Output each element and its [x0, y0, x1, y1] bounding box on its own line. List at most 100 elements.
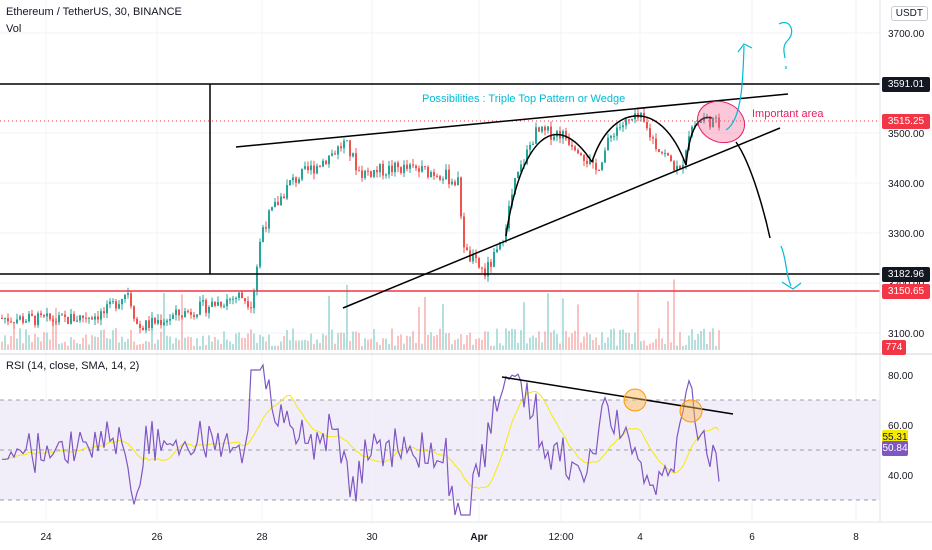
candle-body: [244, 298, 246, 302]
rsi-tag: 50.84: [882, 440, 908, 456]
volume-bar: [658, 328, 660, 350]
candle-body: [217, 301, 219, 306]
volume-bar: [286, 330, 288, 350]
volume-bar: [193, 345, 195, 350]
drawings[interactable]: [0, 22, 880, 423]
volume-bar: [121, 336, 123, 350]
candle-body: [4, 318, 6, 320]
volume-bar: [550, 332, 552, 350]
candle-body: [583, 155, 585, 161]
candle-body: [373, 169, 375, 177]
volume-bar: [94, 336, 96, 350]
volume-bar: [487, 331, 489, 350]
candle-body: [424, 166, 426, 168]
wedge-lower-line: [342, 127, 781, 309]
candle-body: [229, 299, 231, 301]
volume-bar: [571, 333, 573, 350]
candle-body: [280, 196, 282, 206]
price-tag: 3150.65: [882, 284, 930, 299]
candle-body: [277, 201, 279, 206]
candle-body: [619, 127, 621, 129]
candle-body: [361, 170, 363, 178]
volume-bar: [415, 342, 417, 350]
rsi-peak-circle: [623, 388, 647, 412]
candle-body: [712, 117, 714, 128]
candle-body: [706, 116, 708, 118]
candle-body: [667, 153, 669, 156]
important-area-annotation: Important area: [752, 108, 824, 120]
volume-bar: [574, 330, 576, 350]
rsi-peak-circle: [679, 399, 703, 423]
volume-bar: [466, 335, 468, 350]
projected-drop-line: [735, 141, 771, 239]
candle-body: [430, 172, 432, 178]
volume-bar: [319, 342, 321, 350]
candle-body: [448, 169, 450, 185]
volume-bar: [82, 337, 84, 350]
volume-bar: [391, 328, 393, 350]
volume-bar: [481, 339, 483, 350]
volume-bar: [298, 340, 300, 350]
candle-body: [88, 317, 90, 319]
candle-body: [142, 327, 144, 331]
candle-body: [73, 314, 75, 322]
downward-arrow: [780, 245, 802, 290]
volume-bar: [181, 294, 183, 350]
candle-body: [598, 169, 600, 171]
volume-bar: [205, 344, 207, 350]
candle-body: [283, 196, 285, 199]
candle-body: [355, 153, 357, 171]
candle-body: [340, 146, 342, 149]
candle-body: [409, 164, 411, 169]
candle-body: [607, 137, 609, 151]
volume-bar: [700, 330, 702, 350]
volume-bar: [256, 342, 258, 350]
volume-bar: [322, 333, 324, 350]
volume-bar: [271, 345, 273, 350]
volume-bar: [61, 343, 63, 350]
volume-bar: [157, 339, 159, 350]
volume-bar: [385, 338, 387, 350]
volume-bar: [346, 284, 348, 350]
candle-body: [655, 138, 657, 150]
candle-body: [70, 314, 72, 324]
currency-button[interactable]: USDT: [890, 6, 928, 21]
candle-body: [577, 150, 579, 154]
volume-bar: [409, 336, 411, 350]
volume-bar: [67, 345, 69, 350]
volume-bar: [436, 334, 438, 350]
candle-body: [379, 163, 381, 173]
candle-body: [40, 313, 42, 315]
candle-body: [190, 311, 192, 315]
candle-body: [19, 316, 21, 320]
candle-body: [406, 164, 408, 169]
candle-body: [31, 313, 33, 316]
volume-bar: [196, 338, 198, 350]
candle-body: [64, 314, 66, 317]
time-tick-label: 28: [256, 532, 268, 543]
candle-body: [157, 319, 159, 324]
volume-bar: [331, 329, 333, 350]
candle-body: [151, 317, 153, 329]
volume-bar: [556, 334, 558, 350]
volume-bar: [349, 340, 351, 350]
candle-body: [358, 170, 360, 172]
volume-bar: [616, 345, 618, 350]
volume-bar: [28, 335, 30, 350]
volume-bar: [280, 341, 282, 350]
candle-body: [55, 321, 57, 323]
volume-bar: [568, 337, 570, 350]
rsi-label: RSI (14, close, SMA, 14, 2): [6, 360, 140, 372]
price-tick-label: 3100.00: [888, 329, 925, 340]
candle-body: [463, 216, 465, 248]
volume-bar: [619, 330, 621, 350]
candle-body: [385, 174, 387, 176]
candle-body: [571, 144, 573, 147]
candle-body: [166, 320, 168, 323]
volume-bar: [49, 339, 51, 350]
candle-body: [415, 165, 417, 169]
candle-body: [172, 314, 174, 319]
volume-bar: [388, 344, 390, 350]
candle-body: [442, 179, 444, 181]
